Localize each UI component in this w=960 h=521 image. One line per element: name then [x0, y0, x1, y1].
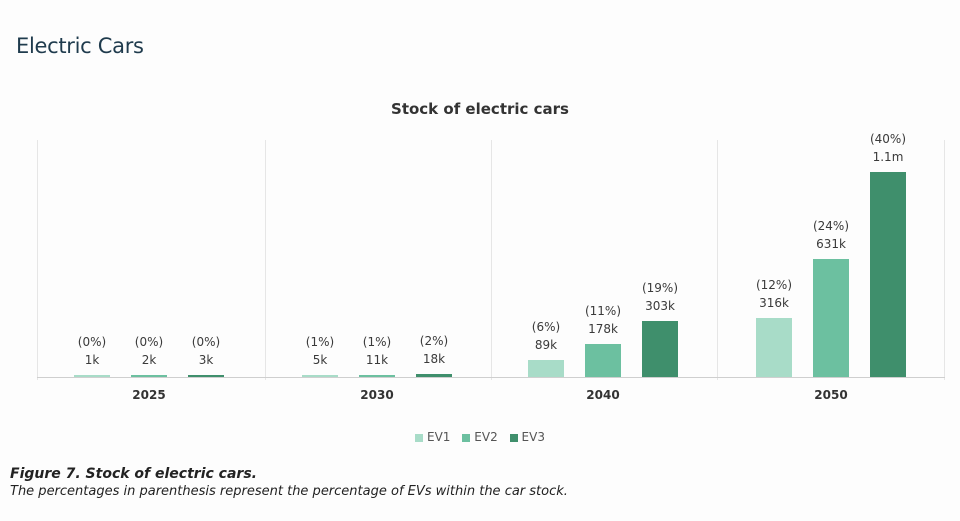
- x-axis-label-2025: 2025: [132, 388, 166, 402]
- data-label-percent: (0%): [134, 335, 164, 349]
- data-label: (12%) 316k: [744, 276, 804, 312]
- plot-border-right: [944, 140, 945, 380]
- bar-ev1-2040: [528, 360, 564, 377]
- legend: EV1 EV2 EV3: [0, 430, 960, 444]
- data-label-percent: (11%): [584, 304, 622, 318]
- data-label-value: 3k: [198, 353, 214, 367]
- data-label-percent: (19%): [641, 281, 679, 295]
- data-label-percent: (0%): [191, 335, 221, 349]
- data-label-percent: (40%): [869, 132, 907, 146]
- data-label-percent: (1%): [362, 335, 392, 349]
- data-label: (1%) 5k: [290, 333, 350, 369]
- data-label: (24%) 631k: [801, 217, 861, 253]
- data-label-percent: (6%): [531, 320, 561, 334]
- legend-item-ev2: EV2: [462, 430, 498, 444]
- x-axis-line: [37, 377, 945, 378]
- group-separator: [717, 140, 718, 380]
- data-label-value: 316k: [759, 296, 789, 310]
- data-label: (0%) 2k: [119, 333, 179, 369]
- chart-title: Stock of electric cars: [391, 100, 569, 118]
- data-label-value: 1.1m: [872, 150, 904, 164]
- data-label-value: 1k: [84, 353, 100, 367]
- data-label: (0%) 3k: [176, 333, 236, 369]
- figure-caption: Figure 7. Stock of electric cars. The pe…: [10, 466, 568, 499]
- caption-subtitle: The percentages in parenthesis represent…: [10, 484, 568, 499]
- plot-border-left: [37, 140, 38, 380]
- data-label-value: 631k: [816, 237, 846, 251]
- caption-title: Figure 7. Stock of electric cars.: [10, 466, 257, 482]
- bar-ev3-2025: [188, 375, 224, 377]
- data-label-percent: (2%): [419, 334, 449, 348]
- page-title: Electric Cars: [16, 34, 144, 58]
- bar-ev3-2050: [870, 172, 906, 377]
- data-label: (2%) 18k: [404, 332, 464, 368]
- x-axis-label-2050: 2050: [814, 388, 848, 402]
- legend-item-ev1: EV1: [415, 430, 450, 444]
- data-label-percent: (12%): [755, 278, 793, 292]
- bar-ev1-2050: [756, 318, 792, 377]
- data-label-value: 5k: [312, 353, 328, 367]
- bar-ev3-2030: [416, 374, 452, 377]
- legend-swatch-icon: [509, 433, 518, 442]
- plot-area: (0%) 1k (0%) 2k (0%) 3k (1%) 5k (1%) 11k (2%) 18k (6…: [37, 132, 945, 380]
- bar-ev2-2030: [359, 375, 395, 377]
- data-label-value: 2k: [141, 353, 157, 367]
- data-label-value: 11k: [365, 353, 389, 367]
- data-label: (19%) 303k: [630, 279, 690, 315]
- data-label: (0%) 1k: [62, 333, 122, 369]
- legend-swatch-icon: [462, 433, 471, 442]
- data-label-value: 18k: [422, 352, 446, 366]
- data-label-percent: (24%): [812, 219, 850, 233]
- bar-ev2-2025: [131, 375, 167, 377]
- data-label: (1%) 11k: [347, 333, 407, 369]
- data-label-percent: (0%): [77, 335, 107, 349]
- legend-label: EV2: [474, 430, 498, 444]
- x-axis-label-2040: 2040: [586, 388, 620, 402]
- legend-item-ev3: EV3: [509, 430, 545, 444]
- legend-swatch-icon: [415, 433, 424, 442]
- x-axis-label-2030: 2030: [360, 388, 394, 402]
- legend-label: EV1: [427, 430, 451, 444]
- data-label-value: 303k: [645, 299, 675, 313]
- legend-label: EV3: [521, 430, 545, 444]
- group-separator: [265, 140, 266, 380]
- data-label-value: 89k: [534, 338, 558, 352]
- data-label-percent: (1%): [305, 335, 335, 349]
- data-label: (11%) 178k: [573, 302, 633, 338]
- bar-ev3-2040: [642, 321, 678, 377]
- bar-ev2-2050: [813, 259, 849, 377]
- bar-ev1-2030: [302, 375, 338, 377]
- bar-ev1-2025: [74, 375, 110, 377]
- data-label: (40%) 1.1m: [858, 130, 918, 166]
- group-separator: [491, 140, 492, 380]
- data-label-value: 178k: [588, 322, 618, 336]
- bar-ev2-2040: [585, 344, 621, 377]
- data-label: (6%) 89k: [516, 318, 576, 354]
